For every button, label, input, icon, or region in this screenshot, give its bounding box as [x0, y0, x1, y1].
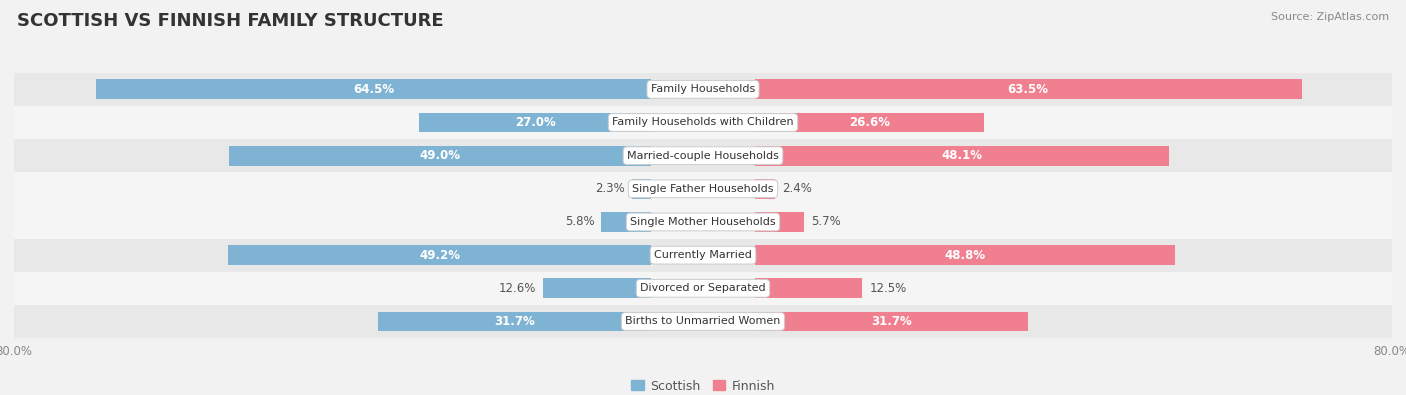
Text: 48.8%: 48.8%: [945, 248, 986, 261]
Bar: [755, 278, 862, 298]
Text: 31.7%: 31.7%: [870, 315, 911, 328]
Text: Single Father Households: Single Father Households: [633, 184, 773, 194]
Text: 31.7%: 31.7%: [495, 315, 536, 328]
Text: Family Households: Family Households: [651, 85, 755, 94]
Bar: [14, 139, 1392, 172]
Text: Divorced or Separated: Divorced or Separated: [640, 283, 766, 293]
Text: Births to Unmarried Women: Births to Unmarried Women: [626, 316, 780, 326]
Text: 2.4%: 2.4%: [782, 182, 813, 195]
Bar: [14, 239, 1392, 272]
Bar: [755, 79, 1302, 99]
Text: Currently Married: Currently Married: [654, 250, 752, 260]
Legend: Scottish, Finnish: Scottish, Finnish: [631, 380, 775, 393]
Text: 64.5%: 64.5%: [353, 83, 394, 96]
Text: 12.5%: 12.5%: [869, 282, 907, 295]
Bar: [228, 245, 651, 265]
Text: Family Households with Children: Family Households with Children: [612, 117, 794, 128]
Bar: [14, 305, 1392, 338]
Bar: [229, 146, 651, 166]
Bar: [631, 179, 651, 199]
Text: 26.6%: 26.6%: [849, 116, 890, 129]
Bar: [14, 272, 1392, 305]
Text: Married-couple Households: Married-couple Households: [627, 150, 779, 161]
Bar: [543, 278, 651, 298]
Bar: [14, 73, 1392, 106]
Bar: [755, 245, 1175, 265]
Bar: [14, 205, 1392, 239]
Bar: [602, 212, 651, 232]
Text: 2.3%: 2.3%: [595, 182, 624, 195]
Text: 27.0%: 27.0%: [515, 116, 555, 129]
Bar: [419, 113, 651, 132]
Text: Source: ZipAtlas.com: Source: ZipAtlas.com: [1271, 12, 1389, 22]
Text: 49.0%: 49.0%: [420, 149, 461, 162]
Bar: [755, 312, 1028, 331]
Text: 48.1%: 48.1%: [941, 149, 983, 162]
Text: 12.6%: 12.6%: [499, 282, 536, 295]
Bar: [378, 312, 651, 331]
Bar: [755, 113, 984, 132]
Bar: [755, 146, 1168, 166]
Text: Single Mother Households: Single Mother Households: [630, 217, 776, 227]
Text: 49.2%: 49.2%: [419, 248, 460, 261]
Text: 5.8%: 5.8%: [565, 216, 595, 228]
Bar: [755, 212, 804, 232]
Bar: [14, 106, 1392, 139]
Text: 63.5%: 63.5%: [1008, 83, 1049, 96]
Bar: [96, 79, 651, 99]
Bar: [755, 179, 775, 199]
Text: 5.7%: 5.7%: [811, 216, 841, 228]
Bar: [14, 172, 1392, 205]
Text: SCOTTISH VS FINNISH FAMILY STRUCTURE: SCOTTISH VS FINNISH FAMILY STRUCTURE: [17, 12, 443, 30]
